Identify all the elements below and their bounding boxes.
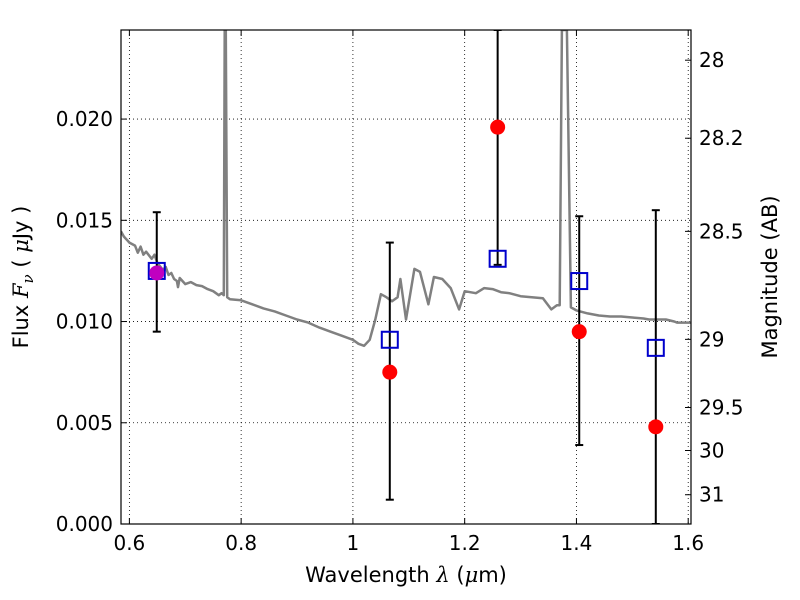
y2-tick-label: 28 <box>699 48 724 72</box>
plot-area <box>121 30 691 524</box>
y2-tick-label: 31 <box>699 483 724 507</box>
x-tick-label: 1 <box>347 531 360 555</box>
y-axis-label: Flux Fν ( μJy ) <box>9 206 37 349</box>
tick-labels: 0.6 0.8 1 1.2 1.4 1.6 0.000 0.005 0.010 0.015 0.02… <box>56 48 744 555</box>
y-tick-label: 0.015 <box>56 208 113 232</box>
x-tick-label: 0.6 <box>113 531 145 555</box>
y-tick-label: 0.005 <box>56 411 113 435</box>
circle-marker <box>149 265 165 281</box>
square-marker <box>646 338 665 357</box>
grid <box>121 30 691 524</box>
template-spectrum-line <box>121 30 691 348</box>
x-tick-label: 1.6 <box>672 531 704 555</box>
y2-tick-label: 28.5 <box>699 219 744 243</box>
square-marker <box>380 330 399 349</box>
data-markers <box>147 119 665 435</box>
x-axis-label: Wavelength λ (μm) <box>305 563 507 587</box>
y2-tick-label: 28.2 <box>699 126 744 150</box>
y2-tick-label: 30 <box>699 438 724 462</box>
circle-marker <box>648 419 664 435</box>
y2-tick-label: 29 <box>699 327 724 351</box>
plot-frame <box>120 29 692 525</box>
x-tick-label: 1.4 <box>561 531 593 555</box>
axis-ticks <box>121 30 691 525</box>
square-marker <box>570 272 589 291</box>
circle-marker <box>382 364 398 380</box>
x-tick-label: 1.2 <box>449 531 481 555</box>
y2-axis-label: Magnitude (AB) <box>758 195 782 358</box>
x-tick-label: 0.8 <box>225 531 257 555</box>
circle-marker <box>490 119 506 135</box>
y-tick-label: 0.010 <box>56 310 113 334</box>
square-marker <box>488 249 507 268</box>
y-tick-label: 0.020 <box>56 107 113 131</box>
circle-marker <box>571 324 587 340</box>
y-tick-label: 0.000 <box>56 512 113 536</box>
y2-tick-label: 29.5 <box>699 395 744 419</box>
plot-content <box>121 30 691 524</box>
